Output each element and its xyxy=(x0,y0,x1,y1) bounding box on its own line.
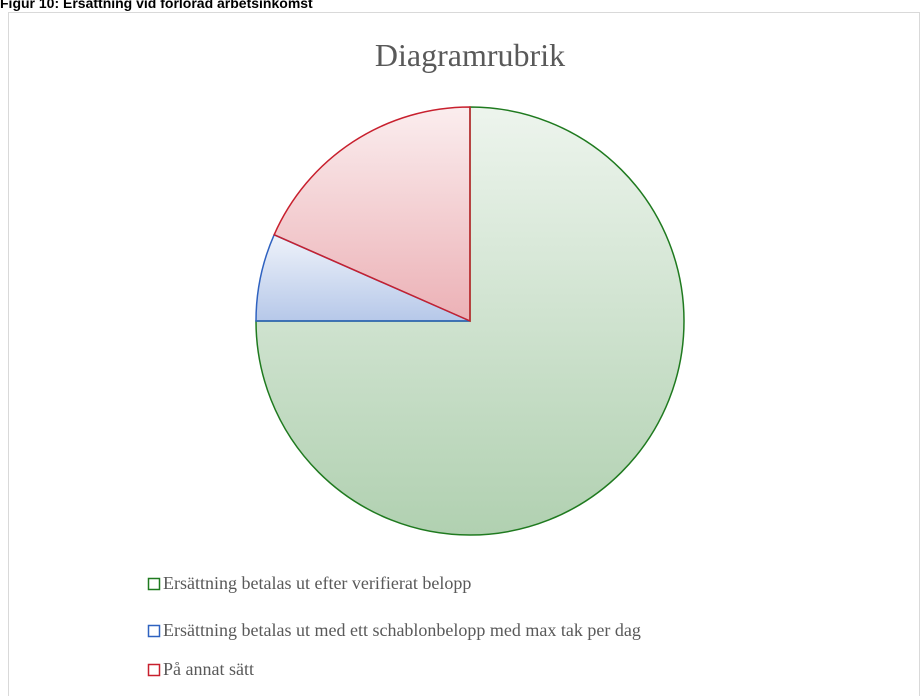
legend-swatch xyxy=(147,624,161,638)
chart-title: Diagramrubrik xyxy=(375,37,565,73)
legend-swatch xyxy=(147,663,161,677)
legend-label: Ersättning betalas ut efter verifierat b… xyxy=(163,573,471,593)
pie-slice xyxy=(273,106,471,323)
legend-label: Ersättning betalas ut med ett schablonbe… xyxy=(163,620,641,640)
figure-caption: Figur 10: Ersättning vid förlorad arbets… xyxy=(0,0,313,11)
legend-swatch xyxy=(147,577,161,591)
legend-label: På annat sätt xyxy=(163,659,254,679)
pie-slice xyxy=(255,106,685,536)
